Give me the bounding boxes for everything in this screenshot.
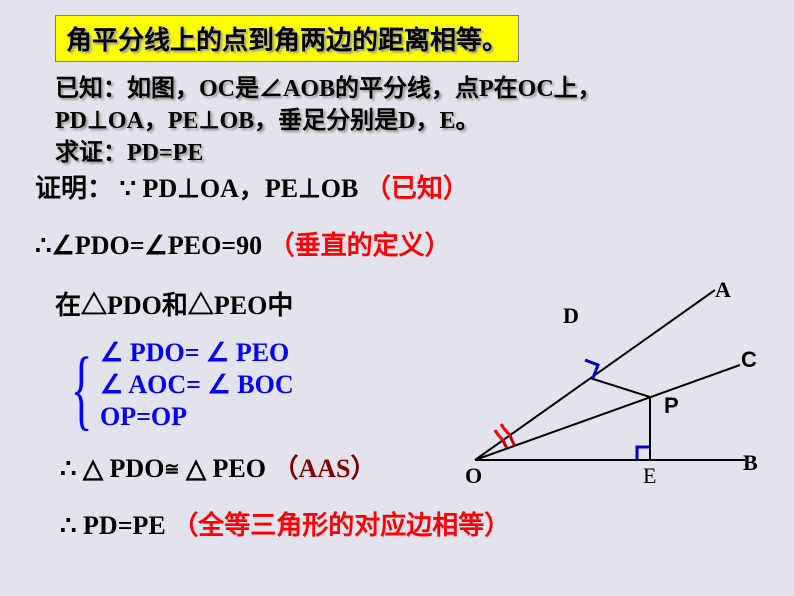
label-C: C <box>741 347 757 373</box>
given-line-2: PD⊥OA，PE⊥OB，垂足分别是D，E。 <box>55 100 480 135</box>
step4-reason: （AAS） <box>272 454 376 483</box>
label-O: O <box>465 463 482 489</box>
given-line-1: 已知：如图，OC是∠AOB的平分线，点P在OC上， <box>55 68 602 103</box>
label-A: A <box>715 277 731 303</box>
label-P: P <box>664 393 679 419</box>
step4-b: △ PEO <box>180 454 266 483</box>
label-B: B <box>743 450 758 476</box>
label-D: D <box>563 303 579 329</box>
proof-step-1: 证明： ∵ PD⊥OA，PE⊥OB （已知） <box>35 168 469 205</box>
condition-3: OP=OP <box>100 402 187 432</box>
theorem-highlight: 角平分线上的点到角两边的距离相等。 <box>55 15 519 62</box>
given-line-3: 求证：PD=PE <box>55 132 203 167</box>
proof-label: 证明： <box>35 174 113 203</box>
step5-reason: （全等三角形的对应边相等） <box>172 511 510 540</box>
step1-reason: （已知） <box>365 174 469 203</box>
proof-step-2: ∴∠PDO=∠PEO=90 （垂直的定义） <box>35 225 451 262</box>
step2-reason: （垂直的定义） <box>269 231 451 260</box>
geometry-diagram: A B C D E O P <box>445 285 775 495</box>
condition-1: ∠ PDO= ∠ PEO <box>100 338 289 368</box>
step2-statement: ∴∠PDO=∠PEO=90 <box>35 231 262 260</box>
step5-statement: ∴ PD=PE <box>60 511 166 540</box>
congruent-symbol: ≅ <box>164 459 179 479</box>
proof-step-4: ∴ △ PDO≅ △ PEO （AAS） <box>60 448 376 485</box>
step4-a: ∴ △ PDO <box>60 454 164 483</box>
brace-icon: { <box>71 345 93 435</box>
theorem-text: 角平分线上的点到角两边的距离相等。 <box>66 26 508 55</box>
step1-statement: ∵ PD⊥OA，PE⊥OB <box>120 174 359 203</box>
label-E: E <box>643 463 656 489</box>
proof-step-3: 在△PDO和△PEO中 <box>55 285 293 322</box>
proof-step-5: ∴ PD=PE （全等三角形的对应边相等） <box>60 505 510 542</box>
condition-2: ∠ AOC= ∠ BOC <box>100 370 294 400</box>
